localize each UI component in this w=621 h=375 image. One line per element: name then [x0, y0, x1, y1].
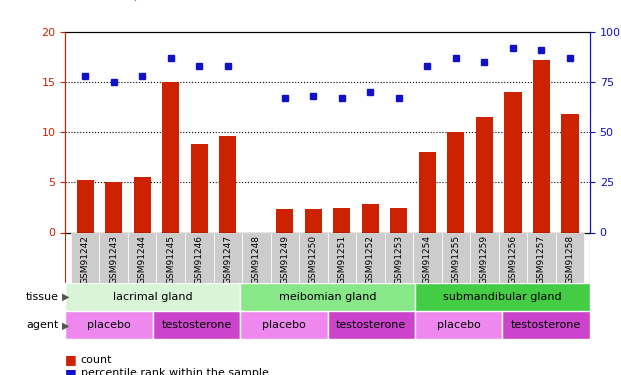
- Bar: [153, 311, 240, 339]
- Text: placebo: placebo: [87, 320, 131, 330]
- Text: count: count: [81, 355, 112, 365]
- Bar: [527, 232, 556, 283]
- Bar: [328, 232, 356, 283]
- Bar: [305, 209, 322, 232]
- Text: testosterone: testosterone: [336, 320, 406, 330]
- Text: percentile rank within the sample: percentile rank within the sample: [81, 368, 269, 375]
- Text: ■: ■: [65, 354, 77, 366]
- Text: GSM91257: GSM91257: [537, 235, 546, 284]
- Bar: [99, 232, 128, 283]
- Bar: [391, 209, 407, 232]
- Bar: [128, 232, 156, 283]
- Bar: [419, 152, 436, 232]
- Text: GSM91253: GSM91253: [394, 235, 404, 284]
- Bar: [442, 232, 470, 283]
- Bar: [162, 82, 179, 232]
- Text: GSM91248: GSM91248: [252, 235, 261, 284]
- Bar: [219, 136, 237, 232]
- Text: GSM91243: GSM91243: [109, 235, 118, 284]
- Bar: [185, 232, 214, 283]
- Bar: [502, 311, 590, 339]
- Text: GSM91252: GSM91252: [366, 235, 375, 284]
- Bar: [191, 144, 208, 232]
- Text: testosterone: testosterone: [511, 320, 581, 330]
- Bar: [470, 232, 499, 283]
- Text: GSM91250: GSM91250: [309, 235, 318, 284]
- Bar: [214, 232, 242, 283]
- Bar: [240, 311, 327, 339]
- Text: submandibular gland: submandibular gland: [443, 292, 562, 302]
- Bar: [156, 232, 185, 283]
- Bar: [447, 132, 465, 232]
- Bar: [242, 232, 271, 283]
- Text: GSM91249: GSM91249: [280, 235, 289, 284]
- Text: GSM91242: GSM91242: [81, 235, 89, 284]
- Bar: [499, 232, 527, 283]
- Text: lacrimal gland: lacrimal gland: [113, 292, 193, 302]
- Text: GSM91258: GSM91258: [566, 235, 574, 284]
- Bar: [65, 283, 240, 311]
- Bar: [415, 311, 502, 339]
- Bar: [65, 311, 153, 339]
- Text: ▶: ▶: [62, 292, 70, 302]
- Bar: [240, 283, 415, 311]
- Text: GSM91246: GSM91246: [195, 235, 204, 284]
- Text: GSM91244: GSM91244: [138, 235, 147, 284]
- Bar: [561, 114, 579, 232]
- Text: ■: ■: [65, 367, 77, 375]
- Text: GSM91259: GSM91259: [480, 235, 489, 284]
- Bar: [556, 232, 584, 283]
- Text: ▶: ▶: [62, 320, 70, 330]
- Bar: [76, 180, 94, 232]
- Bar: [384, 232, 413, 283]
- Text: placebo: placebo: [437, 320, 481, 330]
- Text: GDS1832 / 6994: GDS1832 / 6994: [65, 0, 179, 2]
- Text: agent: agent: [27, 320, 59, 330]
- Bar: [413, 232, 442, 283]
- Bar: [476, 117, 493, 232]
- Bar: [504, 92, 522, 232]
- Bar: [71, 232, 99, 283]
- Bar: [362, 204, 379, 232]
- Bar: [105, 182, 122, 232]
- Text: GSM91245: GSM91245: [166, 235, 175, 284]
- Bar: [299, 232, 328, 283]
- Bar: [356, 232, 384, 283]
- Text: GSM91254: GSM91254: [423, 235, 432, 284]
- Text: placebo: placebo: [262, 320, 306, 330]
- Text: GSM91256: GSM91256: [509, 235, 517, 284]
- Bar: [533, 60, 550, 232]
- Bar: [415, 283, 590, 311]
- Text: GSM91255: GSM91255: [451, 235, 460, 284]
- Bar: [333, 209, 350, 232]
- Text: testosterone: testosterone: [161, 320, 232, 330]
- Bar: [276, 209, 293, 232]
- Text: GSM91247: GSM91247: [224, 235, 232, 284]
- Bar: [271, 232, 299, 283]
- Bar: [134, 177, 151, 232]
- Text: meibomian gland: meibomian gland: [279, 292, 376, 302]
- Text: tissue: tissue: [26, 292, 59, 302]
- Bar: [327, 311, 415, 339]
- Text: GSM91251: GSM91251: [337, 235, 347, 284]
